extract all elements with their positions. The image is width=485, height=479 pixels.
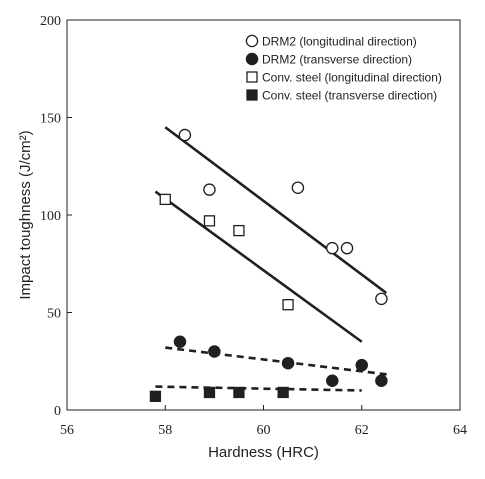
data-point	[277, 386, 289, 399]
legend-marker	[245, 34, 259, 48]
x-tick-label: 60	[257, 423, 271, 438]
data-point	[149, 390, 162, 403]
data-point	[173, 335, 187, 348]
data-point	[159, 193, 171, 206]
data-point	[203, 183, 216, 196]
trend-line	[154, 190, 363, 343]
data-point	[375, 292, 388, 306]
data-point	[355, 358, 368, 372]
tick-layer: 56 58 60 62 64 0 50 100 150 200	[40, 14, 467, 438]
x-tick-label: 58	[158, 423, 172, 438]
trend-line	[155, 385, 362, 392]
x-axis-label: Hardness (HRC)	[208, 444, 319, 461]
y-tick-label: 150	[40, 112, 61, 127]
trend-line	[164, 126, 388, 295]
data-point	[208, 345, 221, 358]
trend-line	[165, 346, 392, 377]
data-point	[282, 299, 294, 311]
y-tick-label: 200	[40, 14, 61, 29]
y-tick-label: 100	[40, 209, 61, 224]
data-point	[375, 374, 388, 387]
trend-line-layer	[154, 126, 392, 392]
legend-marker	[245, 52, 259, 66]
x-tick-label: 62	[355, 423, 369, 438]
data-point	[281, 356, 295, 370]
data-point	[291, 181, 305, 194]
data-point	[233, 224, 245, 237]
legend-label: DRM2 (longitudinal direction)	[262, 35, 417, 49]
legend-marker	[246, 71, 258, 83]
legend-marker	[246, 89, 258, 101]
legend-label: DRM2 (transverse direction)	[262, 53, 412, 67]
legend-label: Conv. steel (longitudinal direction)	[262, 71, 442, 85]
x-tick-label: 56	[60, 423, 74, 438]
legend: DRM2 (longitudinal direction) DRM2 (trans…	[245, 34, 442, 103]
legend-label: Conv. steel (transverse direction)	[262, 89, 437, 103]
data-point	[233, 386, 245, 399]
data-point	[203, 386, 216, 399]
y-tick-label: 0	[54, 404, 61, 419]
data-point	[326, 374, 339, 387]
data-point	[326, 241, 339, 255]
data-point	[203, 215, 216, 227]
x-tick-label: 64	[453, 423, 467, 438]
data-point	[340, 241, 354, 255]
data-point-layer	[149, 128, 388, 403]
y-tick-label: 50	[47, 307, 61, 322]
y-axis-label: Impact toughness (J/cm²)	[17, 130, 34, 299]
data-point	[178, 128, 192, 142]
